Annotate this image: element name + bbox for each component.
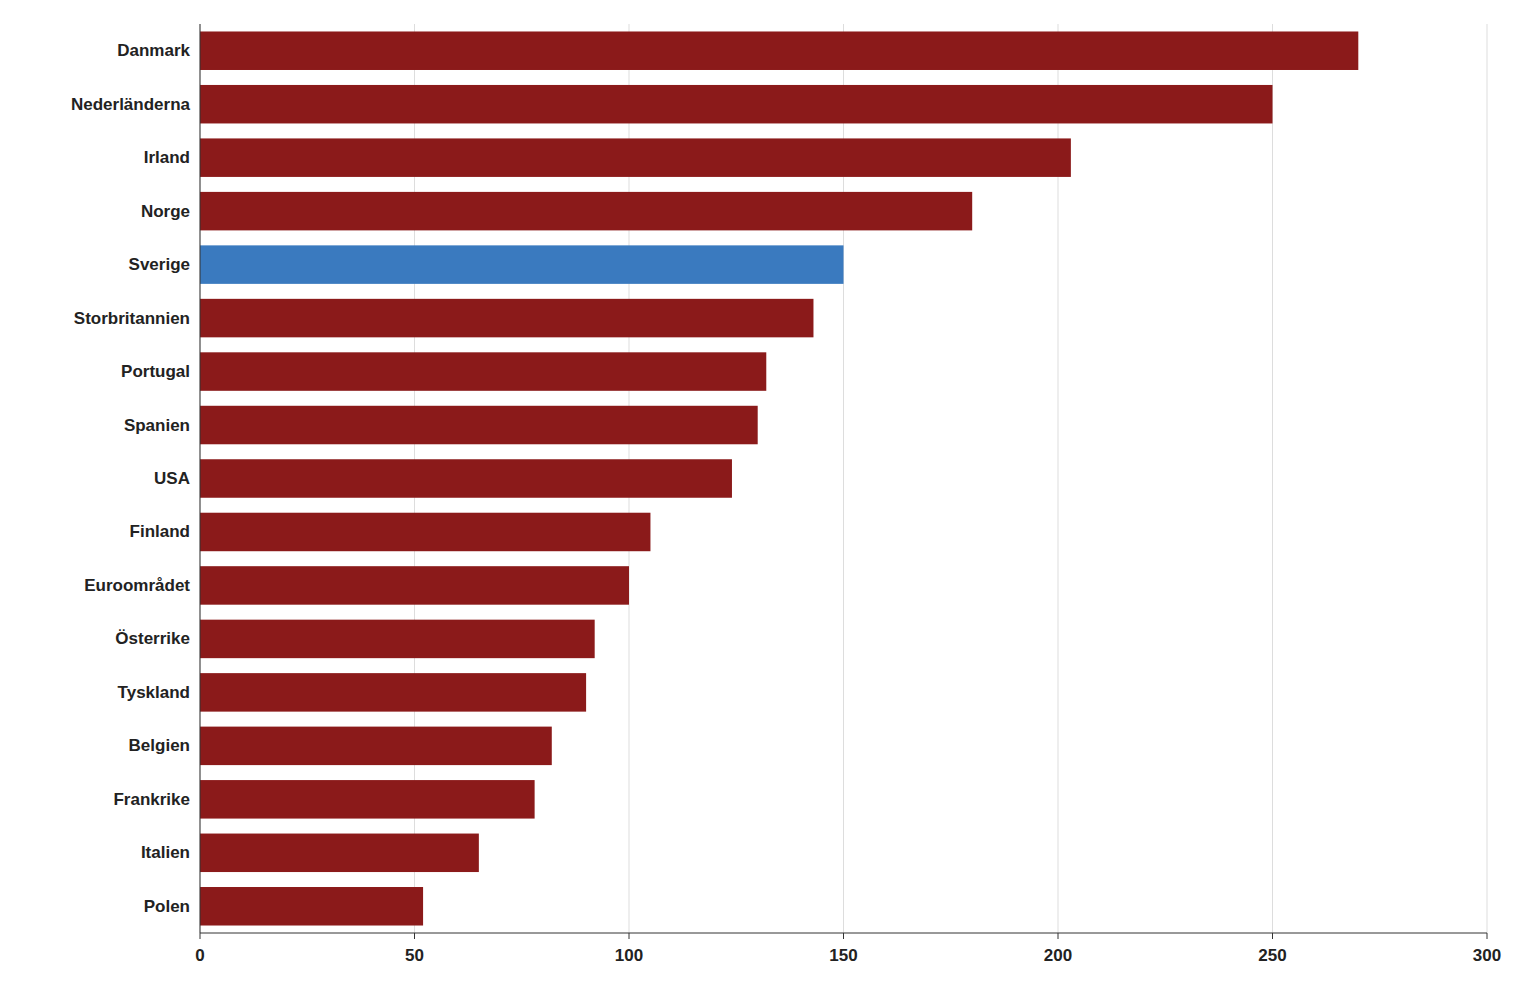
- bar: [200, 85, 1273, 123]
- x-tick: [414, 933, 415, 939]
- x-tick-label: 300: [1473, 946, 1501, 965]
- grid-line: [200, 24, 201, 933]
- category-label: Danmark: [117, 41, 190, 60]
- axes: 0 50 100 150 200 250 300 Danmark Nederländerna Ir…: [71, 24, 1501, 965]
- x-tick-label: 100: [615, 946, 643, 965]
- category-label: Sverige: [129, 255, 190, 274]
- bar: [200, 834, 479, 872]
- bar: [200, 620, 595, 658]
- category-label: Spanien: [124, 416, 190, 435]
- x-tick: [1487, 933, 1488, 939]
- bar: [200, 459, 732, 497]
- x-tick: [1058, 933, 1059, 939]
- x-tick: [1272, 933, 1273, 939]
- category-label: Frankrike: [113, 790, 190, 809]
- bar: [200, 31, 1358, 69]
- category-label: Euroområdet: [84, 576, 190, 595]
- bar: [200, 780, 535, 818]
- category-label: Finland: [130, 522, 190, 541]
- bar: [200, 673, 586, 711]
- chart: 0 50 100 150 200 250 300 Danmark Nederländerna Ir…: [0, 0, 1527, 997]
- category-label: Storbritannien: [74, 309, 190, 328]
- bar: [200, 887, 423, 925]
- category-label: Italien: [141, 843, 190, 862]
- x-tick: [843, 933, 844, 939]
- bar: [200, 299, 813, 337]
- category-label: Nederländerna: [71, 95, 191, 114]
- bar: [200, 566, 629, 604]
- category-label: Belgien: [129, 736, 190, 755]
- grid-line: [1272, 24, 1273, 933]
- x-tick-label: 250: [1258, 946, 1286, 965]
- x-tick-label: 150: [829, 946, 857, 965]
- bar: [200, 245, 844, 283]
- x-tick-label: 0: [195, 946, 204, 965]
- bar: [200, 727, 552, 765]
- bar: [200, 192, 972, 230]
- x-tick-label: 50: [405, 946, 424, 965]
- category-label: Österrike: [115, 629, 190, 648]
- category-label: Portugal: [121, 362, 190, 381]
- category-label: USA: [154, 469, 190, 488]
- bar: [200, 138, 1071, 176]
- bar: [200, 352, 766, 390]
- x-tick: [200, 933, 201, 939]
- x-tick-label: 200: [1044, 946, 1072, 965]
- grid-line: [1487, 24, 1488, 933]
- bar: [200, 513, 650, 551]
- category-label: Tyskland: [118, 683, 190, 702]
- bar: [200, 406, 758, 444]
- grid: [200, 24, 1487, 933]
- category-label: Polen: [144, 897, 190, 916]
- x-tick: [629, 933, 630, 939]
- y-axis-line: [200, 24, 201, 933]
- bars: [200, 31, 1358, 925]
- category-label: Irland: [144, 148, 190, 167]
- category-label: Norge: [141, 202, 190, 221]
